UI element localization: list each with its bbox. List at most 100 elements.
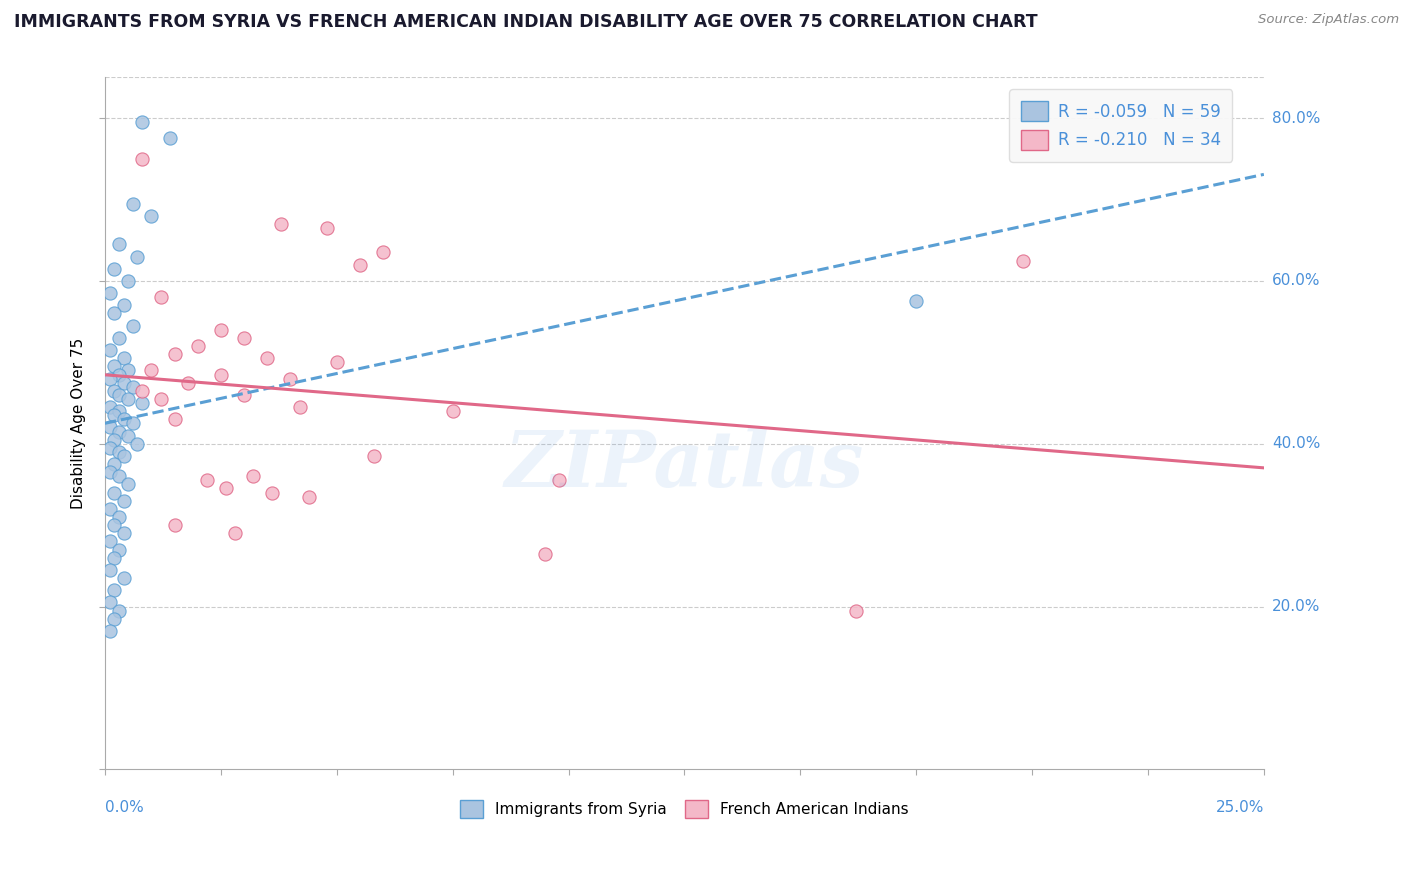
Point <box>127 436 149 450</box>
Point <box>117 392 139 406</box>
Point <box>131 152 153 166</box>
Point <box>131 115 153 129</box>
Text: Source: ZipAtlas.com: Source: ZipAtlas.com <box>1258 13 1399 27</box>
Point <box>98 534 121 549</box>
Point <box>121 318 143 333</box>
Point <box>98 563 121 577</box>
Point <box>187 339 209 353</box>
Point <box>233 388 256 402</box>
Point <box>163 412 186 426</box>
Point <box>98 465 121 479</box>
Point <box>108 445 131 459</box>
Point <box>117 477 139 491</box>
Text: ZIPatlas: ZIPatlas <box>505 426 865 503</box>
Point <box>112 493 135 508</box>
Point <box>103 583 125 598</box>
Point <box>103 384 125 398</box>
Point <box>270 217 292 231</box>
Point <box>108 368 131 382</box>
Text: 25.0%: 25.0% <box>1216 800 1264 815</box>
Point <box>177 376 200 390</box>
Point <box>108 510 131 524</box>
Point <box>108 469 131 483</box>
Point <box>103 306 125 320</box>
Text: 80.0%: 80.0% <box>1272 111 1320 126</box>
Point <box>103 612 125 626</box>
Point <box>316 221 339 235</box>
Point <box>131 396 153 410</box>
Point <box>103 550 125 565</box>
Point <box>280 371 302 385</box>
Point <box>108 388 131 402</box>
Point <box>548 474 571 488</box>
Point <box>103 261 125 276</box>
Point <box>209 368 232 382</box>
Point <box>845 604 868 618</box>
Point <box>349 258 371 272</box>
Point <box>326 355 349 369</box>
Text: 0.0%: 0.0% <box>105 800 143 815</box>
Point <box>121 380 143 394</box>
Point <box>905 294 928 309</box>
Point <box>159 131 181 145</box>
Point <box>112 298 135 312</box>
Point <box>98 371 121 385</box>
Point <box>363 449 385 463</box>
Point <box>103 433 125 447</box>
Text: 60.0%: 60.0% <box>1272 274 1320 288</box>
Point <box>371 245 394 260</box>
Point <box>441 404 464 418</box>
Point <box>103 457 125 471</box>
Point <box>98 595 121 609</box>
Legend: Immigrants from Syria, French American Indians: Immigrants from Syria, French American I… <box>454 794 915 824</box>
Point <box>195 474 218 488</box>
Point <box>131 384 153 398</box>
Point <box>141 209 163 223</box>
Point <box>127 250 149 264</box>
Point <box>117 274 139 288</box>
Point <box>98 420 121 434</box>
Y-axis label: Disability Age Over 75: Disability Age Over 75 <box>72 338 86 509</box>
Point <box>98 624 121 638</box>
Point <box>103 359 125 374</box>
Point <box>103 518 125 533</box>
Point <box>108 542 131 557</box>
Point <box>141 363 163 377</box>
Point <box>117 363 139 377</box>
Point <box>98 343 121 358</box>
Point <box>121 196 143 211</box>
Point <box>112 376 135 390</box>
Text: 20.0%: 20.0% <box>1272 599 1320 614</box>
Point <box>163 518 186 533</box>
Point <box>108 425 131 439</box>
Point <box>209 323 232 337</box>
Point <box>103 485 125 500</box>
Point <box>98 286 121 301</box>
Point <box>163 347 186 361</box>
Point <box>108 404 131 418</box>
Point <box>98 400 121 414</box>
Point <box>534 547 557 561</box>
Point <box>121 417 143 431</box>
Point <box>112 351 135 366</box>
Point <box>112 412 135 426</box>
Point <box>149 290 172 304</box>
Point <box>224 526 246 541</box>
Point <box>112 449 135 463</box>
Point <box>233 331 256 345</box>
Point <box>108 604 131 618</box>
Point <box>103 409 125 423</box>
Point <box>108 331 131 345</box>
Point <box>117 428 139 442</box>
Point <box>112 571 135 585</box>
Point <box>256 351 278 366</box>
Text: IMMIGRANTS FROM SYRIA VS FRENCH AMERICAN INDIAN DISABILITY AGE OVER 75 CORRELATI: IMMIGRANTS FROM SYRIA VS FRENCH AMERICAN… <box>14 13 1038 31</box>
Point <box>298 490 321 504</box>
Point <box>1011 253 1033 268</box>
Point <box>288 400 311 414</box>
Point <box>112 526 135 541</box>
Point <box>98 441 121 455</box>
Point <box>108 237 131 252</box>
Point <box>242 469 264 483</box>
Point <box>149 392 172 406</box>
